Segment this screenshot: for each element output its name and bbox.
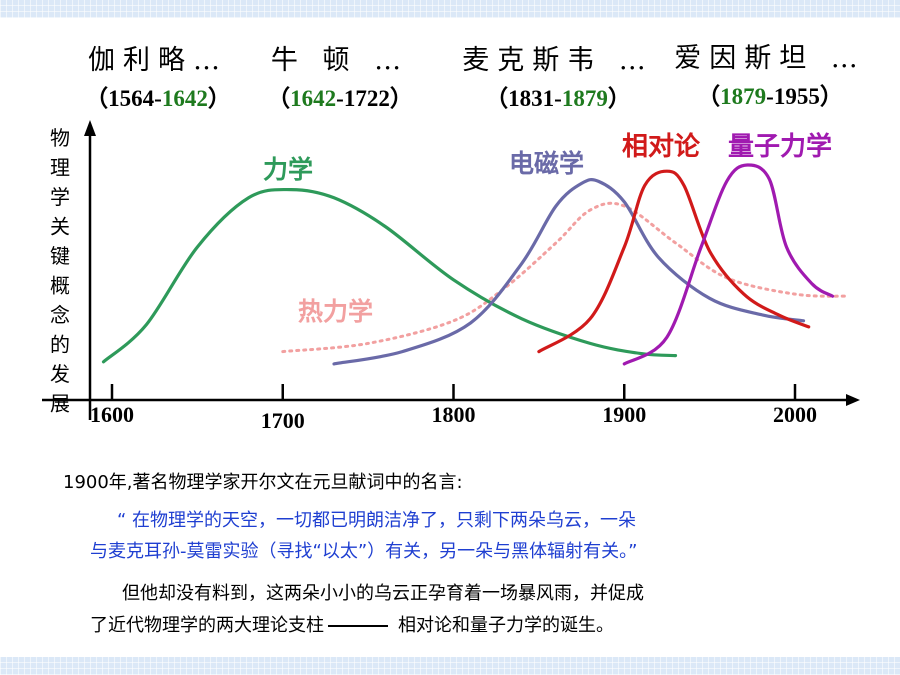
series-line-0	[101, 187, 678, 364]
x-tick-label: 1800	[432, 402, 476, 427]
series-line-4	[622, 163, 835, 366]
y-axis-label-char: 理	[50, 156, 70, 180]
x-tick-label: 2000	[773, 402, 817, 427]
y-axis-label-char: 发	[50, 362, 70, 386]
y-axis-label-char: 念	[50, 303, 70, 327]
x-tick-label: 1700	[261, 408, 305, 433]
scientist-newton: 牛 顿 … （1642-1722）	[240, 38, 440, 113]
series-label: 量子力学	[728, 131, 832, 162]
scientist-galileo: 伽利略… （1564-1642）	[58, 38, 258, 113]
bottom-decorative-band	[0, 657, 900, 675]
scientist-dates: （1831-1879）	[485, 86, 631, 111]
scientist-dates: （1879-1955）	[697, 84, 843, 109]
paragraph-line-2: 了近代物理学的两大理论支柱 相对论和量子力学的诞生。	[90, 615, 614, 636]
x-axis-arrow	[846, 394, 860, 406]
series-label: 热力学	[298, 297, 373, 326]
y-axis-label-char: 关	[50, 215, 70, 239]
y-axis-label-char: 展	[50, 392, 70, 416]
series-line-1	[281, 201, 848, 354]
scientist-dates: （1564-1642）	[85, 86, 231, 111]
paragraph-line-1: 但他却没有料到，这两朵小小的乌云正孕育着一场暴风雨，并促成	[122, 583, 644, 604]
kelvin-quote: “ 在物理学的天空，一切都已明朗洁净了，只剩下两朵乌云，一朵 与麦克耳孙-莫雷实…	[90, 505, 850, 567]
conclusion-paragraph: 但他却没有料到，这两朵小小的乌云正孕育着一场暴风雨，并促成 了近代物理学的两大理…	[90, 578, 870, 642]
series-line-2	[332, 177, 806, 366]
y-axis-label-char: 键	[50, 244, 70, 268]
y-axis-label-char: 的	[50, 333, 70, 357]
y-axis-label-char: 物	[50, 126, 70, 150]
quote-line-1: “ 在物理学的天空，一切都已明朗洁净了，只剩下两朵乌云，一朵	[117, 510, 637, 531]
quote-line-2: 与麦克耳孙-莫雷实验（寻找“以太”）有关，另一朵与黑体辐射有关。”	[90, 541, 638, 562]
scientist-name: 麦克斯韦 …	[462, 45, 654, 76]
intro-text: 1900年,著名物理学家开尔文在元旦献词中的名言:	[63, 472, 463, 493]
scientist-name: 牛 顿 …	[270, 45, 410, 76]
x-tick-label: 1900	[602, 402, 646, 427]
scientist-name: 爱因斯坦 …	[674, 43, 866, 74]
series-label: 相对论	[622, 132, 701, 162]
scientist-name: 伽利略…	[88, 45, 228, 76]
top-decorative-band	[0, 0, 900, 18]
scientist-dates: （1642-1722）	[267, 86, 413, 111]
em-dash-line	[328, 625, 388, 627]
scientist-einstein: 爱因斯坦 … （1879-1955）	[670, 36, 870, 111]
series-line-3	[537, 169, 811, 354]
y-axis-label-char: 概	[50, 274, 70, 298]
x-tick-label: 1600	[90, 402, 134, 427]
y-axis-arrow	[84, 120, 96, 136]
scientist-maxwell: 麦克斯韦 … （1831-1879）	[458, 38, 658, 113]
series-label: 电磁学	[509, 149, 584, 178]
series-label: 力学	[263, 155, 313, 184]
y-axis-label-char: 学	[50, 185, 70, 209]
